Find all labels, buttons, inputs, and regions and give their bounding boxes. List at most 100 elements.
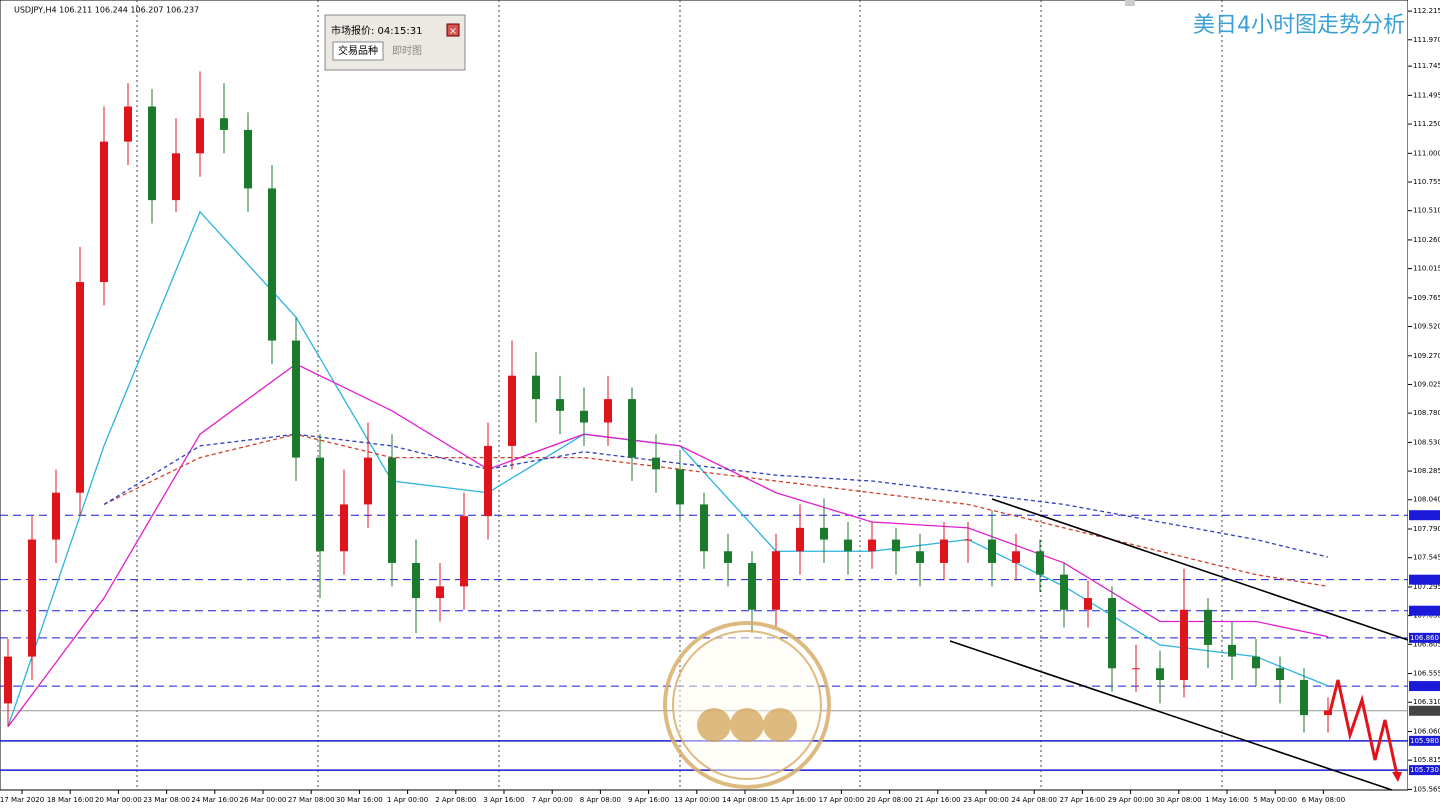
x-tick-label: 17 Apr 00:00 [819, 796, 865, 804]
y-tick-label: 108.530 [1413, 438, 1440, 446]
x-tick-label: 9 Apr 16:00 [628, 796, 669, 804]
candle-body [724, 551, 732, 563]
y-tick-label: 106.555 [1413, 670, 1440, 678]
price-level-label: 106.860 [1410, 634, 1439, 642]
x-tick-label: 17 Mar 2020 [0, 796, 44, 804]
forecast-arrow [1328, 679, 1399, 776]
logo-ring [663, 621, 831, 789]
candle-body [940, 539, 948, 563]
y-tick-label: 111.970 [1413, 36, 1440, 44]
candle-body [1228, 644, 1236, 657]
candle-body [436, 586, 444, 599]
candle-body [52, 492, 60, 540]
y-tick-label: 105.565 [1413, 785, 1440, 793]
x-tick-label: 3 Apr 16:00 [483, 796, 524, 804]
price-level-box [1409, 705, 1440, 716]
y-tick-label: 109.270 [1413, 352, 1440, 360]
candle-body [340, 504, 348, 552]
candle-body [748, 562, 756, 610]
y-tick-label: 110.755 [1413, 178, 1440, 186]
price-axis [1408, 0, 1440, 810]
price-level-box [1409, 735, 1440, 746]
candle-body [1300, 679, 1308, 716]
y-tick-label: 111.000 [1413, 149, 1440, 157]
candle-body [868, 539, 876, 552]
x-tick-label: 1 Apr 00:00 [387, 796, 428, 804]
moving-average [103, 433, 1329, 558]
logo-disc [672, 630, 822, 780]
y-tick-label: 108.040 [1413, 496, 1440, 504]
y-tick-label: 109.025 [1413, 380, 1440, 388]
candle-body [196, 118, 204, 154]
tab-active[interactable] [332, 41, 384, 61]
candle-body [772, 551, 780, 610]
candle-body [580, 410, 588, 423]
y-tick-label: 110.260 [1413, 236, 1440, 244]
y-tick-label: 108.285 [1413, 467, 1440, 475]
quote-window: 市场报价: 04:15:31 × 交易品种 即时图 [324, 14, 466, 71]
y-tick-label: 112.215 [1413, 7, 1440, 15]
candle-body [148, 106, 156, 201]
x-tick-label: 24 Mar 16:00 [191, 796, 238, 804]
candle-body [1084, 598, 1092, 610]
candle-body [484, 445, 492, 517]
price-level-box [1409, 510, 1440, 521]
candle-body [1060, 574, 1068, 610]
candle-body [460, 516, 468, 587]
x-tick-label: 5 May 00:00 [1253, 796, 1297, 804]
candle-body [508, 375, 516, 446]
candle-body [1204, 609, 1212, 645]
tab-label[interactable]: 即时图 [392, 45, 422, 57]
candle-body [100, 141, 108, 283]
symbol-info: USDJPY,H4 106.211 106.244 106.207 106.23… [14, 6, 199, 15]
x-tick-label: 18 Mar 16:00 [47, 796, 94, 804]
logo-coin [763, 708, 797, 742]
candle-body [172, 153, 180, 201]
x-tick-label: 23 Mar 08:00 [143, 796, 190, 804]
x-tick-label: 29 Apr 00:00 [1108, 796, 1154, 804]
y-tick-label: 106.060 [1413, 727, 1440, 735]
close-button[interactable] [446, 23, 460, 37]
x-tick-label: 20 Mar 00:00 [95, 796, 142, 804]
tab-label: 交易品种 [338, 44, 378, 57]
candle-body [628, 399, 636, 458]
candle-body [1252, 656, 1260, 669]
candle-body [1108, 598, 1116, 669]
candle-body [76, 282, 84, 493]
candle-body [796, 527, 804, 552]
y-tick-label: 110.015 [1413, 265, 1440, 273]
candle-body [916, 551, 924, 563]
watermark-title: 美日4小时图走势分析 [1193, 13, 1405, 38]
moving-average [7, 363, 1329, 728]
x-tick-label: 7 Apr 00:00 [532, 796, 573, 804]
y-tick-label: 111.250 [1413, 120, 1440, 128]
x-tick-label: 23 Apr 00:00 [963, 796, 1009, 804]
logo-watermark [663, 621, 831, 789]
x-tick-label: 15 Apr 16:00 [770, 796, 816, 804]
price-level-box [1409, 765, 1440, 776]
x-tick-label: 2 Apr 08:00 [435, 796, 476, 804]
y-tick-label: 109.520 [1413, 323, 1440, 331]
price-level-box [1409, 681, 1440, 692]
candle-body [220, 118, 228, 130]
candle-body [388, 457, 396, 563]
candle-body [892, 539, 900, 552]
y-tick-label: 108.780 [1413, 409, 1440, 417]
candle-body [1036, 551, 1044, 575]
candle-body [964, 539, 972, 541]
candle-body [412, 562, 420, 599]
candle-body [1012, 551, 1020, 563]
candle-body [676, 469, 684, 505]
candle-body [1324, 710, 1332, 716]
logo-coin [697, 708, 731, 742]
y-tick-label: 111.495 [1413, 91, 1440, 99]
candle-body [604, 399, 612, 423]
x-tick-label: 6 May 08:00 [1302, 796, 1346, 804]
candle-body [1132, 668, 1140, 670]
candle-body [124, 106, 132, 142]
y-tick-label: 111.745 [1413, 62, 1440, 70]
candle-body [844, 539, 852, 552]
x-tick-label: 14 Apr 08:00 [722, 796, 768, 804]
x-tick-label: 20 Apr 08:00 [867, 796, 913, 804]
